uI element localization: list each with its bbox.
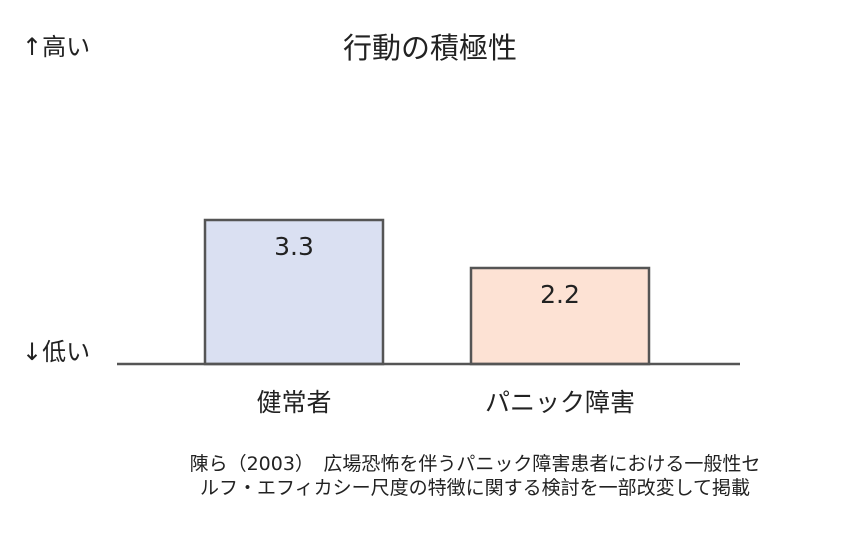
- source-caption: 陳ら（2003） 広場恐怖を伴うパニック障害患者における一般性セ ルフ・エフィカ…: [110, 452, 840, 500]
- bar-1: [203, 218, 385, 366]
- caption-line-1: 陳ら（2003） 広場恐怖を伴うパニック障害患者における一般性セ: [189, 453, 761, 475]
- caption-line-2: ルフ・エフィカシー尺度の特徴に関する検討を一部改変して掲載: [199, 477, 751, 499]
- bars-group: 3.3 健常者 2.2 パニック障害: [203, 218, 651, 417]
- y-axis-low-label: ↓低い: [22, 338, 90, 366]
- bar-2: [469, 266, 651, 366]
- chart-title: 行動の積極性: [343, 31, 517, 65]
- y-axis-high-label: ↑高い: [22, 33, 90, 61]
- category-label-2: パニック障害: [485, 388, 635, 417]
- bar-value-label-1: 3.3: [274, 232, 314, 261]
- category-label-1: 健常者: [256, 388, 331, 417]
- bar-value-label-2: 2.2: [540, 280, 580, 309]
